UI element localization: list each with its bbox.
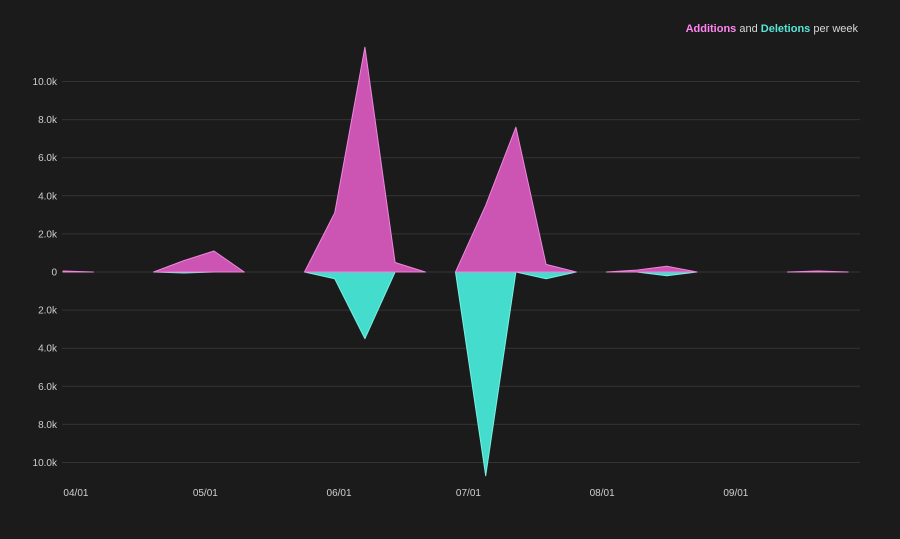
y-axis: 10.0k 8.0k 6.0k 4.0k 2.0k 0 2.0k 4.0k 6.0k 8.0k 10… bbox=[33, 77, 58, 469]
deletions-area bbox=[606, 271, 698, 277]
additions-area bbox=[606, 265, 698, 273]
additions-area bbox=[304, 46, 426, 273]
y-tick-label: 8.0k bbox=[38, 420, 58, 431]
x-axis: 04/01 05/01 06/01 07/01 08/01 09/01 bbox=[63, 488, 748, 499]
chart-legend: Additions and Deletions per week bbox=[686, 23, 858, 35]
x-tick-label: 08/01 bbox=[590, 488, 615, 499]
legend-deletions: Deletions bbox=[760, 23, 811, 35]
y-tick-label: 2.0k bbox=[38, 229, 58, 240]
additions-area bbox=[455, 126, 577, 273]
y-tick-label: 6.0k bbox=[38, 382, 58, 393]
legend-suffix: per week bbox=[813, 23, 858, 35]
x-tick-label: 06/01 bbox=[327, 488, 352, 499]
area-layer bbox=[62, 46, 849, 477]
y-tick-label: 2.0k bbox=[38, 306, 58, 317]
additions-area bbox=[62, 270, 94, 273]
legend-joiner: and bbox=[739, 23, 758, 35]
deletions-area bbox=[304, 271, 426, 340]
x-tick-label: 09/01 bbox=[723, 488, 748, 499]
y-tick-label: 8.0k bbox=[38, 115, 58, 126]
deletions-area bbox=[455, 271, 577, 477]
y-tick-label: 6.0k bbox=[38, 153, 58, 164]
legend-additions: Additions bbox=[685, 23, 737, 35]
additions-area bbox=[787, 270, 849, 273]
x-tick-label: 04/01 bbox=[63, 488, 88, 499]
y-tick-label: 10.0k bbox=[33, 458, 58, 469]
grid-layer bbox=[62, 81, 860, 463]
x-tick-label: 07/01 bbox=[456, 488, 481, 499]
y-tick-label: 0 bbox=[51, 268, 57, 279]
y-tick-label: 10.0k bbox=[33, 77, 58, 88]
x-tick-label: 05/01 bbox=[193, 488, 218, 499]
y-tick-label: 4.0k bbox=[38, 191, 58, 202]
y-tick-label: 4.0k bbox=[38, 344, 58, 355]
additions-area bbox=[153, 250, 245, 273]
